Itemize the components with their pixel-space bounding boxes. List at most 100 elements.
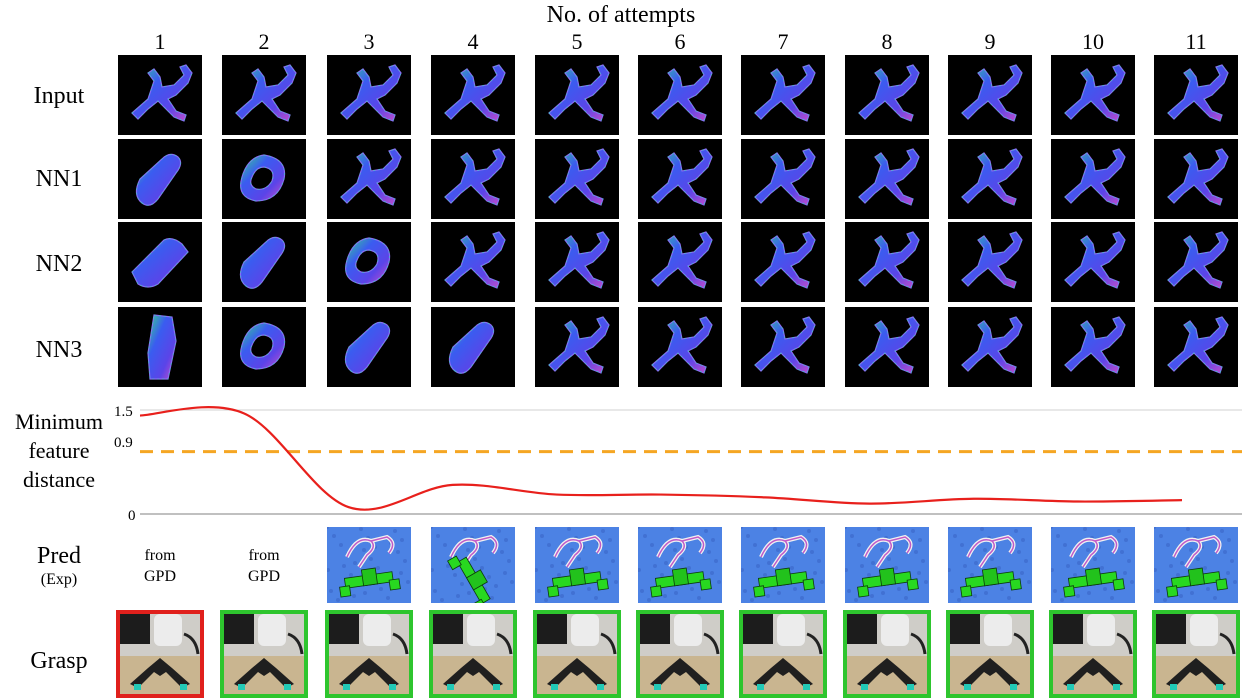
row-label-nn1: NN1: [35, 166, 83, 192]
grasp-photo-success: [429, 610, 517, 698]
pred-image: [327, 527, 411, 603]
hand-shape-icon: [961, 148, 1023, 206]
gripper-pose-icon: [948, 527, 1032, 603]
pred-image: [431, 527, 515, 603]
hand-shape-icon: [548, 64, 610, 122]
ring-shape-icon: [345, 237, 391, 285]
point-cloud-tile-nn3: [327, 307, 411, 387]
point-cloud-tile-input: [638, 55, 722, 135]
bottle-shape-icon: [135, 153, 182, 206]
point-cloud-tile-nn3: [535, 307, 619, 387]
hand-shape-icon: [961, 64, 1023, 122]
point-cloud-tile-nn2: [1154, 222, 1238, 302]
robot-gripper-icon: [743, 614, 823, 694]
grasp-photo-success: [843, 610, 931, 698]
point-cloud-tile-nn3: [948, 307, 1032, 387]
point-cloud-tile-nn3: [222, 307, 306, 387]
point-cloud-tile-input: [118, 55, 202, 135]
grasp-photo-success: [946, 610, 1034, 698]
hand-shape-icon: [858, 64, 920, 122]
pred-image: [948, 527, 1032, 603]
robot-gripper-icon: [1053, 614, 1133, 694]
bottle-shape-icon: [344, 321, 391, 374]
metric-label: Minimum feature distance: [14, 409, 103, 492]
bottle-shape-icon: [239, 236, 286, 289]
robot-gripper-icon: [120, 614, 200, 694]
bottle-shape-icon: [448, 321, 495, 374]
hand-shape-icon: [961, 316, 1023, 374]
hand-shape-icon: [1167, 231, 1229, 289]
gripper-pose-icon: [1154, 527, 1238, 603]
column-number: 8: [881, 29, 893, 54]
point-cloud-tile-nn1: [1154, 139, 1238, 219]
hand-shape-icon: [1064, 316, 1126, 374]
pred-image: [535, 527, 619, 603]
point-cloud-tile-nn3: [845, 307, 929, 387]
pred-image: [638, 527, 722, 603]
column-number: 3: [363, 29, 375, 54]
hand-shape-icon: [858, 231, 920, 289]
hand-shape-icon: [340, 64, 402, 122]
point-cloud-tile-nn1: [327, 139, 411, 219]
point-cloud-tile-nn1: [638, 139, 722, 219]
gripper-pose-icon: [535, 527, 619, 603]
hand-shape-icon: [1064, 64, 1126, 122]
grasp-photo-fail: [116, 610, 204, 698]
robot-gripper-icon: [224, 614, 304, 694]
gripper-pose-icon: [327, 527, 411, 603]
column-number: 9: [984, 29, 996, 54]
pred-image: [845, 527, 929, 603]
point-cloud-tile-nn2: [638, 222, 722, 302]
row-label-input: Input: [33, 83, 85, 109]
grasp-photo-success: [636, 610, 724, 698]
hand-shape-icon: [548, 316, 610, 374]
plank-shape-icon: [131, 238, 189, 288]
column-number: 7: [777, 29, 789, 54]
hand-shape-icon: [1167, 64, 1229, 122]
point-cloud-tile-nn2: [431, 222, 515, 302]
gripper-pose-icon: [638, 527, 722, 603]
column-number: 10: [1082, 29, 1104, 54]
point-cloud-tile-nn3: [638, 307, 722, 387]
point-cloud-tile-nn1: [118, 139, 202, 219]
pred-image: [741, 527, 825, 603]
point-cloud-tile-nn3: [1051, 307, 1135, 387]
pred-image: [1154, 527, 1238, 603]
hand-shape-icon: [858, 316, 920, 374]
hand-shape-icon: [548, 231, 610, 289]
point-cloud-tile-input: [535, 55, 619, 135]
hand-shape-icon: [1167, 316, 1229, 374]
point-cloud-tile-nn2: [741, 222, 825, 302]
pred-label: Pred: [37, 543, 81, 569]
ring-shape-icon: [240, 154, 286, 202]
row-label-pred: Pred (Exp): [0, 542, 118, 590]
point-cloud-tile-nn1: [1051, 139, 1135, 219]
pred-text-line: from: [248, 547, 280, 564]
pred-text: from GPD: [118, 545, 202, 587]
gripper-pose-icon: [1051, 527, 1135, 603]
row-label-nn3: NN3: [35, 337, 83, 363]
hand-shape-icon: [651, 64, 713, 122]
point-cloud-tile-nn1: [222, 139, 306, 219]
pred-text-line: GPD: [247, 568, 280, 585]
hand-shape-icon: [754, 316, 816, 374]
hand-shape-icon: [651, 231, 713, 289]
point-cloud-tile-nn1: [431, 139, 515, 219]
point-cloud-tile-input: [1051, 55, 1135, 135]
point-cloud-tile-nn3: [1154, 307, 1238, 387]
point-cloud-tile-input: [327, 55, 411, 135]
column-number: 2: [258, 29, 270, 54]
hand-shape-icon: [444, 148, 506, 206]
bar-shape-icon: [147, 314, 177, 380]
point-cloud-tile-nn2: [948, 222, 1032, 302]
point-cloud-tile-input: [845, 55, 929, 135]
hand-shape-icon: [1064, 231, 1126, 289]
point-cloud-tile-nn3: [118, 307, 202, 387]
point-cloud-tile-nn2: [118, 222, 202, 302]
ring-shape-icon: [240, 322, 286, 370]
point-cloud-tile-nn2: [845, 222, 929, 302]
distance-curve: [139, 406, 1183, 511]
hand-shape-icon: [858, 148, 920, 206]
point-cloud-tile-nn1: [535, 139, 619, 219]
robot-gripper-icon: [329, 614, 409, 694]
